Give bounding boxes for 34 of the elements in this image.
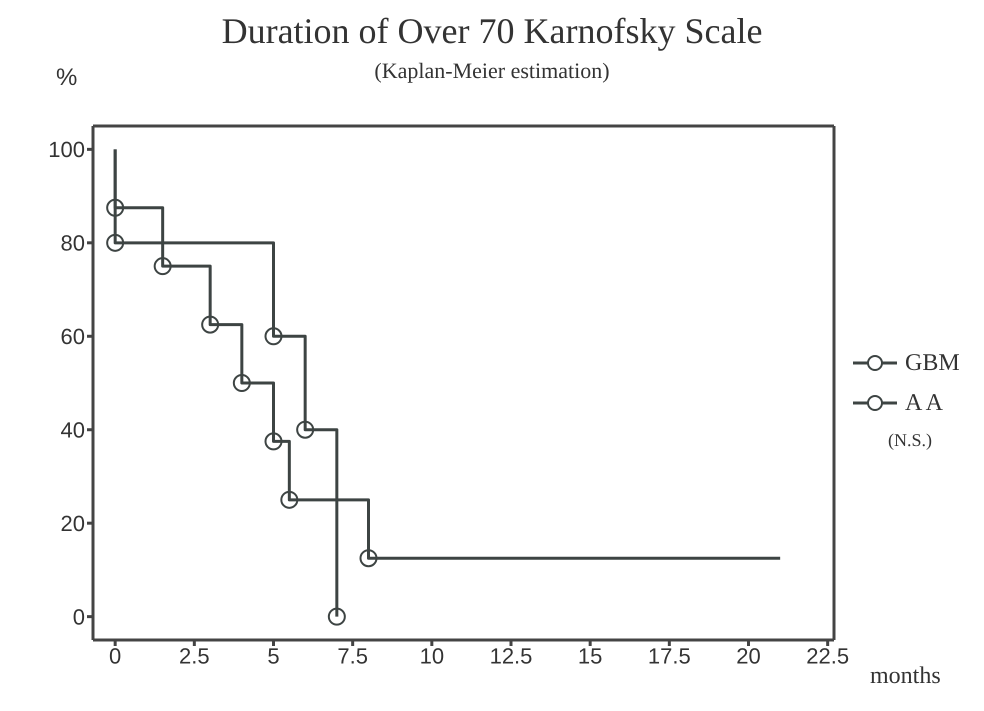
x-tick-label: 10 <box>420 644 444 669</box>
legend-label: A A <box>905 390 944 416</box>
point <box>232 374 251 392</box>
x-tick-label: 15 <box>578 644 602 669</box>
x-axis-title: months <box>870 663 941 690</box>
y-tick-label: 40 <box>60 418 85 443</box>
y-tick-label: 60 <box>60 324 85 350</box>
point <box>154 257 172 276</box>
point <box>360 549 378 568</box>
point <box>280 490 298 509</box>
y-tick-label: 80 <box>60 230 85 256</box>
y-tick-label: 100 <box>48 137 85 162</box>
x-tick-label: 20 <box>736 644 761 669</box>
x-tick-label: 7.5 <box>337 644 368 669</box>
x-tick-label: 5 <box>267 644 280 669</box>
x-tick-label: 22.5 <box>806 644 850 669</box>
y-axis-title: % <box>56 64 78 92</box>
point <box>106 234 124 252</box>
legend-label: GBM <box>905 350 960 376</box>
y-tick-label: 20 <box>60 510 85 536</box>
point <box>264 432 282 450</box>
x-tick-label: 2.5 <box>179 644 210 669</box>
text: (N.S.) <box>888 430 932 451</box>
chart-subtitle: (Kaplan-Meier estimation) <box>374 58 610 83</box>
point <box>106 198 124 217</box>
y-tick-label: 0 <box>72 604 85 630</box>
point <box>264 327 282 346</box>
point <box>296 420 314 439</box>
point <box>201 316 220 334</box>
chart-title: Duration of Over 70 Karnofsky Scale <box>220 10 764 52</box>
x-tick-label: 0 <box>109 644 122 669</box>
x-tick-label: 12.5 <box>490 644 532 669</box>
point <box>328 608 346 626</box>
x-tick-label: 17.5 <box>648 644 691 669</box>
